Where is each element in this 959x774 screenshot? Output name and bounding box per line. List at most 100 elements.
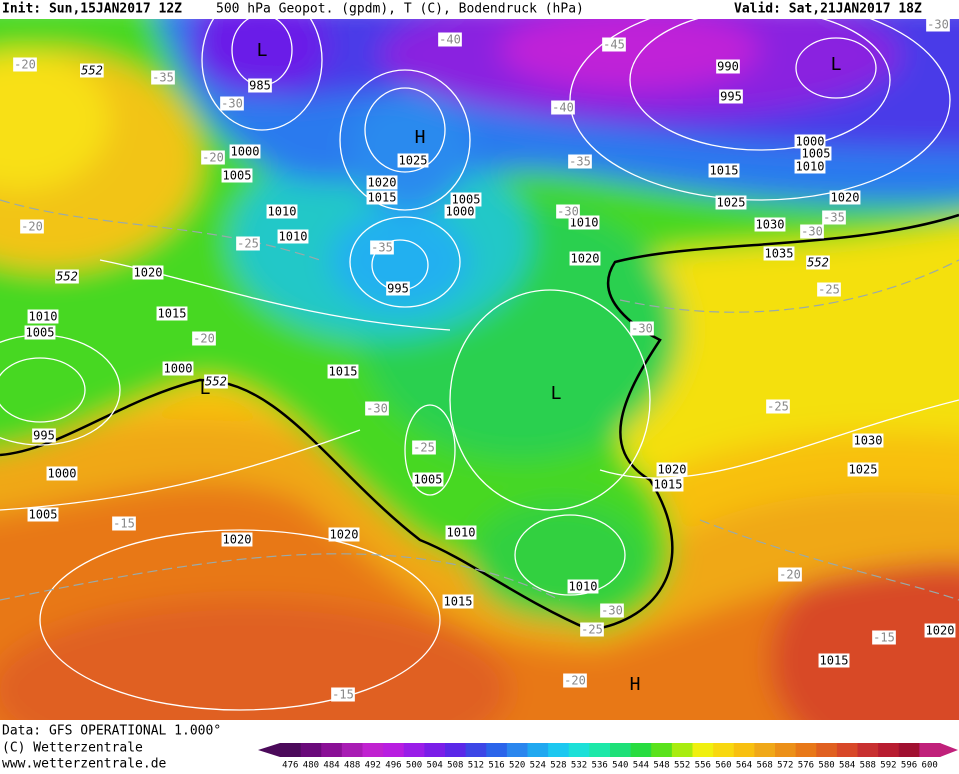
pressure-label-box — [829, 190, 861, 205]
pressure-label-box — [569, 251, 601, 266]
colorbar-swatch — [568, 743, 590, 757]
pressure-label-box — [277, 229, 309, 244]
colorbar-label: 480 — [303, 761, 319, 771]
pressure-label: 1015 — [158, 307, 187, 321]
colorbar-swatch — [548, 743, 570, 757]
pressure-label: 1005 — [26, 326, 55, 340]
temperature-label-box — [766, 399, 790, 414]
copyright: (C) Wetterzentrale — [2, 741, 143, 756]
colorbar-label: 512 — [468, 761, 484, 771]
pressure-label: 1000 — [796, 135, 825, 149]
colorbar-swatch — [713, 743, 735, 757]
temperature-label: -15 — [113, 517, 135, 531]
colorbar-swatch — [816, 743, 838, 757]
colorbar-label: 528 — [550, 761, 566, 771]
temperature-label-box — [568, 154, 592, 169]
pressure-label: 990 — [717, 60, 739, 74]
pressure-label-box — [266, 204, 298, 219]
temperature-label-box — [236, 236, 260, 251]
pressure-label: 1030 — [854, 434, 883, 448]
pressure-label-box — [32, 428, 56, 443]
colorbar-swatch — [671, 743, 693, 757]
pressure-label: 1020 — [223, 533, 252, 547]
pressure-label: 1020 — [134, 266, 163, 280]
temperature-label: -20 — [564, 674, 586, 688]
pressure-label-box — [754, 217, 786, 232]
height-label: 552 — [807, 256, 829, 270]
pressure-label: 1005 — [452, 193, 481, 207]
colorbar-label: 560 — [715, 761, 731, 771]
colorbar: 476 480 484 488 492 496 500 504 508 512 516 520 524 5… — [258, 743, 958, 771]
pressure-label: 995 — [720, 90, 742, 104]
pressure-label-box — [652, 477, 684, 492]
colorbar-label: 588 — [860, 761, 876, 771]
colorbar-label: 564 — [736, 761, 752, 771]
pressure-label-box — [442, 594, 474, 609]
temperature-label-box — [331, 687, 355, 702]
pressure-label: 1025 — [717, 196, 746, 210]
colorbar-swatch — [486, 743, 508, 757]
pressure-label-box — [794, 159, 826, 174]
pressure-label: 995 — [33, 429, 55, 443]
colorbar-label: 488 — [344, 761, 360, 771]
colorbar-label: 600 — [922, 761, 938, 771]
temperature-label: -40 — [552, 101, 574, 115]
temperature-label: -20 — [21, 220, 43, 234]
colorbar-label: 572 — [777, 761, 793, 771]
pressure-label-box — [27, 507, 59, 522]
pressure-label-box — [248, 78, 272, 93]
pressure-label-box — [818, 653, 850, 668]
pressure-label: 1010 — [447, 526, 476, 540]
pressure-label: 1015 — [654, 478, 683, 492]
pressure-label-box — [716, 59, 740, 74]
colorbar-swatch — [383, 743, 405, 757]
pressure-label: 1025 — [849, 463, 878, 477]
temperature-label: -25 — [767, 400, 789, 414]
pressure-label-box — [156, 306, 188, 321]
colorbar-label: 532 — [571, 761, 587, 771]
temperature-label: -45 — [603, 38, 625, 52]
pressure-label-box — [656, 462, 688, 477]
colorbar-label: 484 — [323, 761, 339, 771]
pressure-center: H — [630, 674, 641, 695]
552-contour — [0, 213, 959, 632]
temperature-label: -15 — [332, 688, 354, 702]
pressure-label: 1005 — [29, 508, 58, 522]
colorbar-label: 548 — [653, 761, 669, 771]
pressure-label-box — [412, 472, 444, 487]
temperature-label: -25 — [237, 237, 259, 251]
colorbar-swatch — [280, 743, 302, 757]
pressure-label-box — [708, 163, 740, 178]
pressure-label: 1015 — [329, 365, 358, 379]
colorbar-swatch — [795, 743, 817, 757]
pressure-label-box — [445, 525, 477, 540]
pressure-label-box — [221, 532, 253, 547]
pressure-label-box — [397, 153, 429, 168]
pressure-center: L — [257, 40, 268, 61]
pressure-center: L — [200, 378, 211, 399]
pressure-label-box — [719, 89, 743, 104]
height-label: 552 — [56, 270, 78, 284]
pressure-label: 1010 — [796, 160, 825, 174]
pressure-center: H — [415, 127, 426, 148]
colorbar-label: 540 — [612, 761, 628, 771]
height-label-box — [204, 374, 228, 389]
temperature-label: -30 — [631, 322, 653, 336]
website: www.wetterzentrale.de — [2, 757, 167, 771]
pressure-label-box — [328, 527, 360, 542]
temperature-label-box — [630, 321, 654, 336]
pressure-label: 1005 — [414, 473, 443, 487]
pressure-label: 1010 — [279, 230, 308, 244]
temperature-label: -35 — [371, 241, 393, 255]
pressure-label-box — [800, 146, 832, 161]
temperature-label-box — [13, 57, 37, 72]
temperature-label: -20 — [202, 151, 224, 165]
pressure-label: 1005 — [802, 147, 831, 161]
temperature-label: -20 — [14, 58, 36, 72]
pressure-label-box — [715, 195, 747, 210]
pressure-label: 995 — [387, 282, 409, 296]
pressure-label: 1020 — [658, 463, 687, 477]
